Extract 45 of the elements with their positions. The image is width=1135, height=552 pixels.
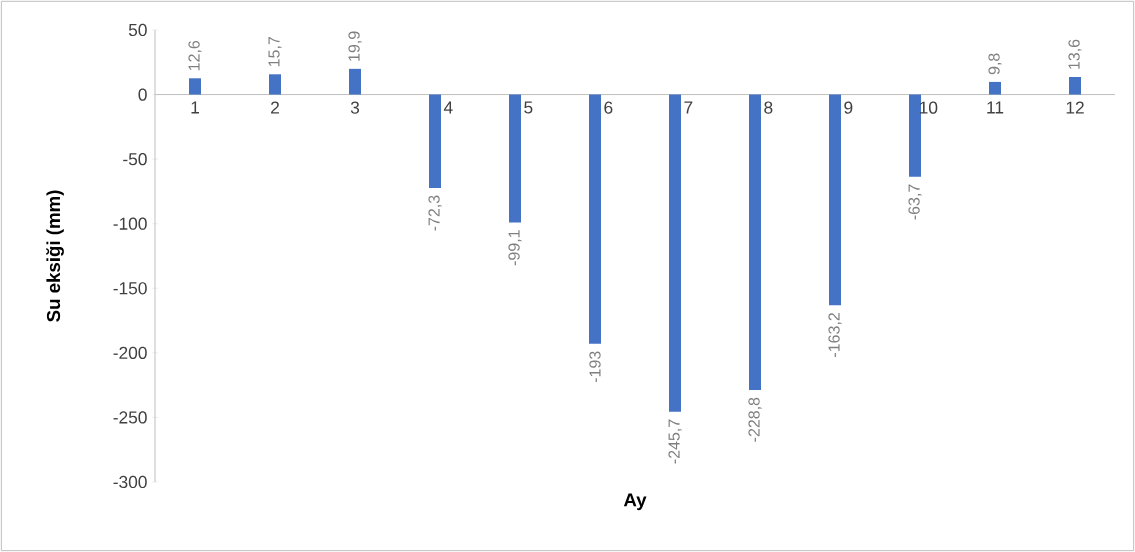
bar bbox=[589, 94, 601, 344]
x-tick-label: 4 bbox=[443, 101, 453, 114]
x-axis-title: Ay bbox=[623, 493, 647, 511]
x-tick-label: 3 bbox=[350, 101, 360, 114]
bar bbox=[429, 94, 441, 188]
x-tick-label: 7 bbox=[684, 101, 693, 114]
data-label: -228,8 bbox=[748, 397, 762, 442]
bar bbox=[189, 78, 202, 95]
x-tick-label: 1 bbox=[191, 101, 199, 114]
data-label: 13,6 bbox=[1068, 39, 1082, 69]
bar bbox=[1069, 77, 1081, 95]
bar bbox=[669, 94, 682, 412]
y-tick-label: -300 bbox=[113, 475, 147, 489]
x-tick-label: 9 bbox=[844, 101, 853, 114]
x-tick-label: 8 bbox=[764, 101, 773, 114]
x-tick-label: 6 bbox=[604, 101, 613, 114]
y-tick-label: 0 bbox=[138, 88, 147, 101]
data-label: 9,8 bbox=[988, 53, 1002, 75]
x-tick-label: 5 bbox=[524, 101, 533, 114]
x-tick-label: 2 bbox=[271, 101, 279, 114]
y-tick-label: 50 bbox=[128, 23, 147, 37]
data-label: -193 bbox=[589, 351, 601, 383]
data-label: -163,2 bbox=[828, 313, 842, 357]
data-label: -63,7 bbox=[908, 184, 922, 220]
bar bbox=[989, 81, 1001, 95]
y-axis-title: Su eksiği (mm) bbox=[46, 190, 64, 322]
y-tick-label: -50 bbox=[123, 152, 147, 166]
bar bbox=[269, 74, 282, 95]
data-label: 15,7 bbox=[268, 37, 282, 67]
bar bbox=[909, 94, 921, 177]
x-tick-label: 11 bbox=[987, 101, 1004, 114]
data-label: 19,9 bbox=[348, 31, 362, 61]
bar bbox=[749, 94, 762, 391]
data-label: -99,1 bbox=[508, 230, 522, 266]
bar bbox=[349, 68, 362, 95]
data-label: -72,3 bbox=[428, 195, 442, 231]
y-tick-label: -150 bbox=[113, 282, 147, 295]
data-label: 12,6 bbox=[188, 40, 202, 71]
y-tick-label: -100 bbox=[113, 217, 147, 230]
y-tick-label: -250 bbox=[113, 411, 147, 424]
y-tick-label: -200 bbox=[113, 346, 147, 359]
data-label: -245,7 bbox=[668, 419, 682, 464]
x-tick-label: 12 bbox=[1066, 101, 1084, 114]
bar bbox=[829, 94, 842, 306]
bar bbox=[509, 94, 521, 223]
